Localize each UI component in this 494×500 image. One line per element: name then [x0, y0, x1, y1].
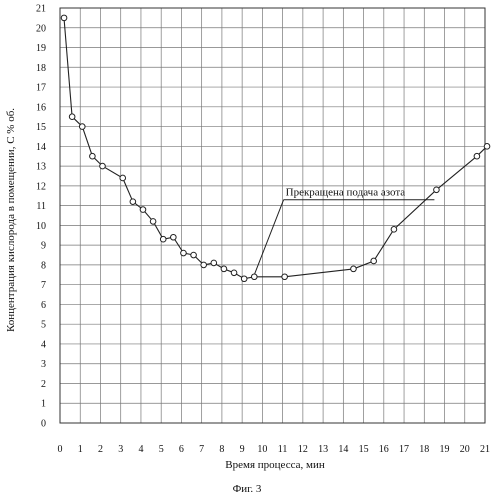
data-point-24 — [474, 153, 480, 159]
annotation-text: Прекращена подача азота — [286, 187, 406, 199]
x-axis-label: Время процесса, мин — [225, 459, 325, 471]
y-tick-label-17: 17 — [36, 83, 46, 94]
data-point-15 — [221, 266, 227, 272]
x-tick-label-5: 5 — [159, 444, 164, 455]
y-tick-labels: 0123456789101112131415161718192021 — [36, 4, 46, 430]
data-point-25 — [484, 144, 490, 150]
x-tick-label-1: 1 — [78, 444, 83, 455]
y-tick-label-2: 2 — [41, 379, 46, 390]
x-tick-label-14: 14 — [338, 444, 348, 455]
y-tick-label-3: 3 — [41, 359, 46, 370]
x-tick-label-8: 8 — [219, 444, 224, 455]
data-point-17 — [241, 276, 247, 282]
x-tick-label-2: 2 — [98, 444, 103, 455]
y-tick-label-8: 8 — [41, 260, 46, 271]
data-point-16 — [231, 270, 237, 276]
annotation-leader-line-1 — [254, 200, 283, 275]
y-tick-label-15: 15 — [36, 122, 46, 133]
y-tick-label-12: 12 — [36, 181, 46, 192]
y-tick-label-16: 16 — [36, 102, 46, 113]
x-tick-label-17: 17 — [399, 444, 409, 455]
y-tick-label-13: 13 — [36, 162, 46, 173]
data-point-3 — [90, 153, 96, 159]
x-tick-label-9: 9 — [240, 444, 245, 455]
series-line — [64, 18, 487, 279]
x-tick-label-15: 15 — [359, 444, 369, 455]
series-polyline — [64, 18, 487, 279]
x-tick-label-0: 0 — [58, 444, 63, 455]
data-point-22 — [391, 227, 397, 233]
x-tick-label-4: 4 — [138, 444, 143, 455]
x-tick-label-20: 20 — [460, 444, 470, 455]
data-point-11 — [181, 250, 187, 256]
y-tick-label-1: 1 — [41, 399, 46, 410]
data-point-18 — [251, 274, 257, 280]
data-point-1 — [69, 114, 75, 120]
data-point-19 — [282, 274, 288, 280]
x-tick-label-13: 13 — [318, 444, 328, 455]
x-tick-label-3: 3 — [118, 444, 123, 455]
x-tick-label-10: 10 — [257, 444, 267, 455]
data-point-12 — [191, 252, 197, 258]
data-point-6 — [130, 199, 136, 205]
x-tick-label-18: 18 — [419, 444, 429, 455]
data-point-9 — [160, 236, 166, 242]
x-tick-labels: 0123456789101112131415161718192021 — [58, 444, 491, 455]
y-tick-label-0: 0 — [41, 419, 46, 430]
y-tick-label-20: 20 — [36, 23, 46, 34]
data-point-2 — [79, 124, 85, 130]
y-tick-label-7: 7 — [41, 280, 46, 291]
x-tick-label-19: 19 — [440, 444, 450, 455]
data-point-21 — [371, 258, 377, 264]
y-tick-label-11: 11 — [36, 201, 46, 212]
data-point-20 — [351, 266, 357, 272]
y-tick-label-14: 14 — [36, 142, 46, 153]
annotation-group: Прекращена подача азота — [254, 187, 434, 275]
grid — [60, 8, 485, 423]
x-tick-label-12: 12 — [298, 444, 308, 455]
y-tick-label-10: 10 — [36, 221, 46, 232]
y-axis-label: Концентрация кислорода в помещении, С % … — [5, 108, 17, 332]
figure-caption: Фиг. 3 — [233, 483, 262, 495]
y-tick-label-5: 5 — [41, 320, 46, 331]
data-markers — [61, 15, 490, 281]
data-point-23 — [434, 187, 440, 193]
data-point-7 — [140, 207, 146, 213]
y-tick-label-21: 21 — [36, 4, 46, 15]
y-tick-label-19: 19 — [36, 43, 46, 54]
x-tick-label-11: 11 — [278, 444, 288, 455]
y-tick-label-6: 6 — [41, 300, 46, 311]
y-tick-label-18: 18 — [36, 63, 46, 74]
y-tick-label-4: 4 — [41, 339, 46, 350]
x-tick-label-6: 6 — [179, 444, 184, 455]
data-point-10 — [171, 234, 177, 240]
x-tick-label-21: 21 — [480, 444, 490, 455]
data-point-8 — [150, 219, 156, 225]
x-tick-label-16: 16 — [379, 444, 389, 455]
x-tick-label-7: 7 — [199, 444, 204, 455]
data-point-13 — [201, 262, 207, 268]
data-point-5 — [120, 175, 126, 181]
y-tick-label-9: 9 — [41, 241, 46, 252]
data-point-14 — [211, 260, 217, 266]
data-point-4 — [100, 163, 106, 169]
data-point-0 — [61, 15, 67, 21]
plot-frame — [60, 8, 485, 423]
